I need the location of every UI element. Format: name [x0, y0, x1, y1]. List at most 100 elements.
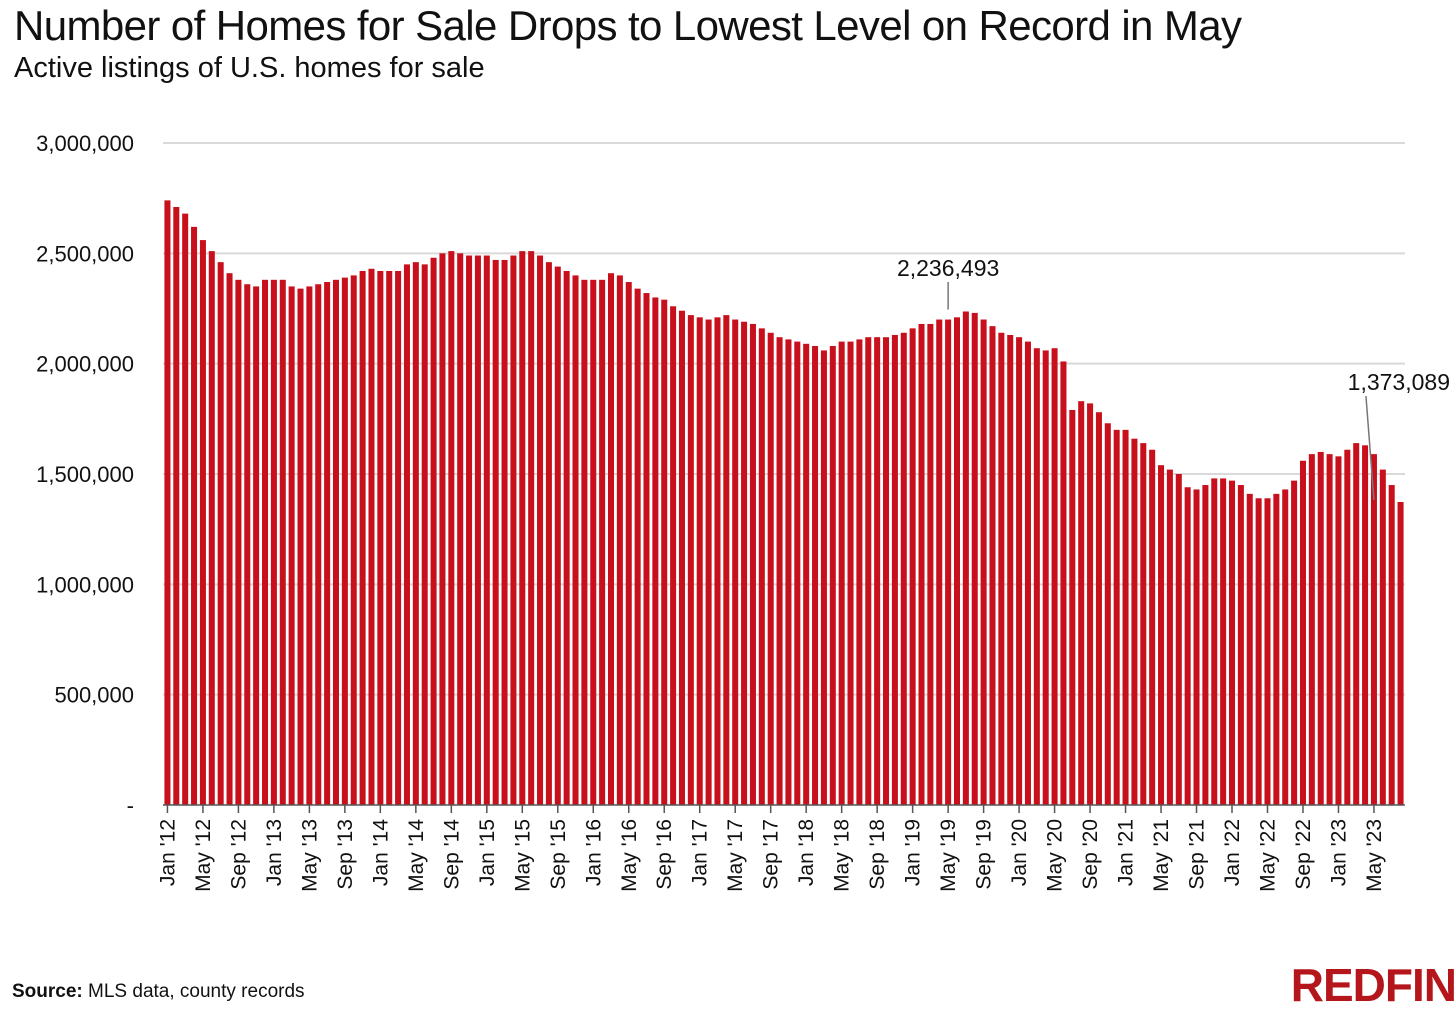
bar	[953, 317, 961, 805]
bar	[1033, 348, 1040, 805]
x-tick-label: May '19	[937, 819, 960, 892]
source-text: MLS data, county records	[82, 981, 305, 1002]
bar	[501, 259, 508, 805]
x-tick-label: May '22	[1256, 819, 1279, 892]
bar	[1193, 489, 1200, 805]
x-tick-label: May '14	[405, 819, 428, 892]
bar	[430, 257, 437, 805]
bar	[1069, 410, 1076, 805]
bar	[262, 279, 269, 805]
bar	[874, 337, 881, 805]
gridlines	[163, 142, 1405, 696]
bar	[350, 275, 357, 805]
bar	[1158, 465, 1165, 805]
x-tick-label: Jan '22	[1221, 819, 1244, 886]
bar	[785, 339, 792, 805]
bar	[217, 262, 224, 805]
x-axis: Jan '12 May '12 Sep '12 Jan '13 May '13 Sep '…	[156, 804, 1405, 892]
bar	[741, 321, 748, 805]
y-tick-label: -	[127, 793, 134, 818]
y-tick-label: 500,000	[54, 683, 134, 708]
bar	[288, 286, 295, 805]
bar	[767, 332, 774, 805]
bar	[980, 319, 987, 805]
x-tick-label: Sep '13	[334, 819, 357, 890]
y-tick-label: 2,000,000	[36, 352, 134, 377]
x-tick-label: Jan '23	[1327, 819, 1350, 886]
bar	[1007, 334, 1014, 805]
bar	[776, 337, 783, 805]
y-tick-label: 1,000,000	[36, 572, 134, 597]
bar	[324, 282, 331, 805]
bar	[625, 282, 632, 805]
x-tick-label: Sep '15	[547, 819, 570, 890]
bar	[226, 273, 233, 805]
bar	[927, 323, 934, 805]
annotation-label: 1,373,089	[1348, 369, 1450, 395]
x-tick-label: May '21	[1150, 819, 1173, 892]
bar	[1060, 361, 1067, 805]
bar	[439, 253, 446, 805]
x-tick-label: Sep '18	[866, 819, 889, 890]
bar	[1228, 480, 1236, 805]
x-tick-label: Jan '18	[795, 819, 818, 886]
source-note: Source: MLS data, county records	[12, 981, 305, 1003]
bar	[368, 268, 375, 805]
bars	[164, 200, 1404, 806]
bar	[528, 251, 535, 805]
x-tick-label: Sep '22	[1292, 819, 1315, 890]
bar	[173, 206, 180, 806]
bar	[1166, 469, 1173, 805]
bar	[891, 334, 898, 805]
bar	[1095, 412, 1102, 805]
bar	[1370, 454, 1377, 805]
annotation-leader	[1365, 395, 1375, 501]
bar	[723, 315, 730, 805]
x-tick-label: Sep '16	[653, 819, 676, 890]
x-tick-label: Jan '16	[582, 819, 605, 886]
source-label: Source:	[12, 981, 83, 1002]
bar	[306, 286, 313, 805]
bar	[279, 279, 286, 805]
bar	[634, 288, 641, 805]
bar	[812, 346, 819, 805]
bar	[199, 240, 206, 806]
bar	[936, 319, 943, 805]
bar	[883, 337, 890, 805]
bar	[448, 251, 455, 805]
bar	[989, 326, 996, 805]
bar	[803, 343, 810, 805]
bar	[1273, 493, 1280, 805]
bar	[732, 319, 739, 805]
bar	[1211, 478, 1218, 805]
x-tick-label: Sep '14	[440, 819, 463, 890]
bar	[1237, 485, 1244, 805]
bar	[412, 262, 419, 805]
bar	[1220, 478, 1227, 805]
x-tick-label: Jan '21	[1115, 819, 1138, 886]
bar	[1264, 498, 1271, 805]
bar	[1362, 445, 1369, 805]
bar	[253, 286, 260, 805]
x-tick-label: Jan '17	[689, 819, 712, 886]
x-tick-label: May '13	[298, 819, 321, 892]
bar	[599, 279, 606, 805]
bar	[820, 350, 827, 805]
bar	[1344, 449, 1351, 805]
x-tick-label: May '16	[618, 819, 641, 892]
bar	[315, 284, 322, 806]
bar	[847, 341, 854, 805]
bar	[1255, 498, 1262, 805]
bar	[794, 341, 801, 805]
bar	[377, 270, 384, 805]
bar	[581, 279, 588, 805]
bar	[466, 255, 473, 806]
bar	[1140, 443, 1147, 805]
bar	[749, 323, 756, 805]
x-tick-label: Sep '12	[227, 819, 250, 890]
bar	[678, 310, 685, 805]
bar	[474, 255, 481, 806]
x-tick-label: May '23	[1363, 819, 1386, 892]
x-tick-label: Jan '15	[476, 819, 499, 886]
